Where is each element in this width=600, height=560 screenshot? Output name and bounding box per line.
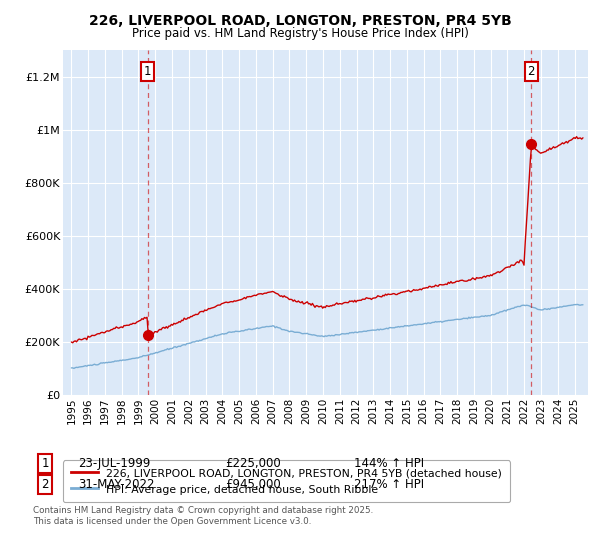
Text: 1: 1 xyxy=(144,65,151,78)
Legend: 226, LIVERPOOL ROAD, LONGTON, PRESTON, PR4 5YB (detached house), HPI: Average pr: 226, LIVERPOOL ROAD, LONGTON, PRESTON, P… xyxy=(63,460,510,502)
Text: £225,000: £225,000 xyxy=(225,456,281,470)
Text: Price paid vs. HM Land Registry's House Price Index (HPI): Price paid vs. HM Land Registry's House … xyxy=(131,27,469,40)
Text: 31-MAY-2022: 31-MAY-2022 xyxy=(78,478,155,491)
Text: £945,000: £945,000 xyxy=(225,478,281,491)
Text: 226, LIVERPOOL ROAD, LONGTON, PRESTON, PR4 5YB: 226, LIVERPOOL ROAD, LONGTON, PRESTON, P… xyxy=(89,14,511,28)
Text: 23-JUL-1999: 23-JUL-1999 xyxy=(78,456,151,470)
Text: 2: 2 xyxy=(41,478,49,491)
Text: 1: 1 xyxy=(41,456,49,470)
Text: 144% ↑ HPI: 144% ↑ HPI xyxy=(354,456,424,470)
Text: 217% ↑ HPI: 217% ↑ HPI xyxy=(354,478,424,491)
Text: 2: 2 xyxy=(527,65,535,78)
Text: Contains HM Land Registry data © Crown copyright and database right 2025.
This d: Contains HM Land Registry data © Crown c… xyxy=(33,506,373,526)
